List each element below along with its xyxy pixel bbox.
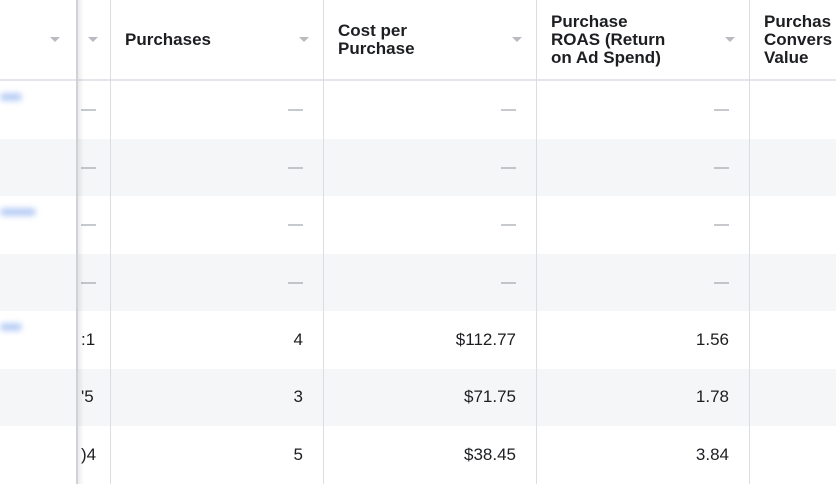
purchase-roas-cell: —	[714, 273, 729, 291]
partial-cell: —	[81, 273, 96, 291]
purchases-cell: —	[288, 158, 303, 176]
campaign-name-link[interactable]	[0, 93, 22, 101]
purchase-roas-cell: 1.56	[695, 329, 729, 349]
frozen-column-shadow	[78, 0, 84, 484]
partial-cell: —	[81, 158, 96, 176]
cost-per-purchase-cell: —	[501, 216, 516, 233]
purchase-roas-cell: —	[714, 216, 729, 233]
cost-per-purchase-cell: —	[501, 158, 516, 176]
purchases-cell: —	[288, 101, 303, 118]
table-row: '5 3 $71.75 1.78	[0, 368, 836, 426]
sort-dropdown-icon[interactable]	[512, 37, 522, 42]
column-label: Purchas Convers Value	[764, 11, 833, 67]
sort-dropdown-icon[interactable]	[299, 37, 309, 42]
table-row: — — — —	[0, 81, 836, 138]
column-header-purchase-conversion-value[interactable]: Purchas Convers Value	[749, 0, 836, 79]
column-label: Purchase ROAS (Return on Ad Spend)	[551, 11, 666, 67]
column-divider	[323, 0, 324, 484]
table-row: — — — —	[0, 253, 836, 311]
partial-cell: :1	[81, 329, 96, 349]
column-label: Cost per Purchase	[338, 20, 415, 58]
column-label: Purchases	[125, 29, 211, 49]
sort-dropdown-icon[interactable]	[50, 37, 60, 42]
cost-per-purchase-cell: —	[501, 273, 516, 291]
table-row: :1 4 $112.77 1.56	[0, 311, 836, 368]
cost-per-purchase-cell: $38.45	[464, 444, 516, 464]
purchase-roas-cell: 3.84	[695, 444, 729, 464]
column-header-purchase-roas[interactable]: Purchase ROAS (Return on Ad Spend)	[536, 0, 749, 79]
partial-cell: '5	[81, 387, 94, 406]
sort-dropdown-icon[interactable]	[88, 37, 98, 42]
purchase-roas-cell: —	[714, 101, 729, 118]
table-row: — — — —	[0, 196, 836, 253]
column-divider	[110, 0, 111, 484]
purchases-cell: 4	[293, 329, 303, 349]
partial-cell: )4	[81, 444, 97, 464]
purchase-roas-cell: —	[714, 158, 729, 176]
frozen-column-divider	[76, 0, 78, 484]
table-row: — — — —	[0, 138, 836, 196]
cost-per-purchase-cell: $71.75	[464, 387, 516, 406]
purchases-cell: 3	[293, 387, 303, 406]
campaign-name-link[interactable]	[0, 323, 22, 331]
sort-dropdown-icon[interactable]	[725, 37, 735, 42]
cost-per-purchase-cell: $112.77	[455, 329, 516, 349]
purchases-cell: —	[288, 273, 303, 291]
column-header-cost-per-purchase[interactable]: Cost per Purchase	[323, 0, 536, 79]
cost-per-purchase-cell: —	[501, 101, 516, 118]
purchases-cell: —	[288, 216, 303, 233]
purchase-roas-cell: 1.78	[695, 387, 729, 406]
table-header: Purchases Cost per Purchase Purchase ROA…	[0, 0, 836, 81]
partial-cell: —	[81, 216, 96, 233]
partial-cell: —	[81, 101, 96, 118]
column-divider	[536, 0, 537, 484]
column-divider	[749, 0, 750, 484]
column-header-purchases[interactable]: Purchases	[110, 0, 323, 79]
table-row: )4 5 $38.45 3.84	[0, 426, 836, 483]
purchases-cell: 5	[293, 444, 303, 464]
campaign-name-link[interactable]	[0, 208, 36, 216]
